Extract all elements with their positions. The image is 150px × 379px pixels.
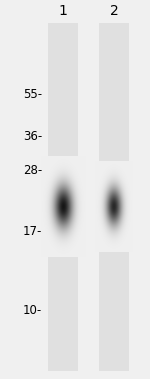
Text: 17-: 17-	[23, 225, 42, 238]
Text: 55-: 55-	[23, 88, 42, 101]
Text: 2: 2	[110, 5, 118, 18]
Text: 10-: 10-	[23, 304, 42, 317]
Bar	[99, 23, 129, 371]
Bar	[48, 23, 78, 371]
Text: 1: 1	[58, 5, 68, 18]
Text: 28-: 28-	[23, 164, 42, 177]
Text: 36-: 36-	[23, 130, 42, 143]
